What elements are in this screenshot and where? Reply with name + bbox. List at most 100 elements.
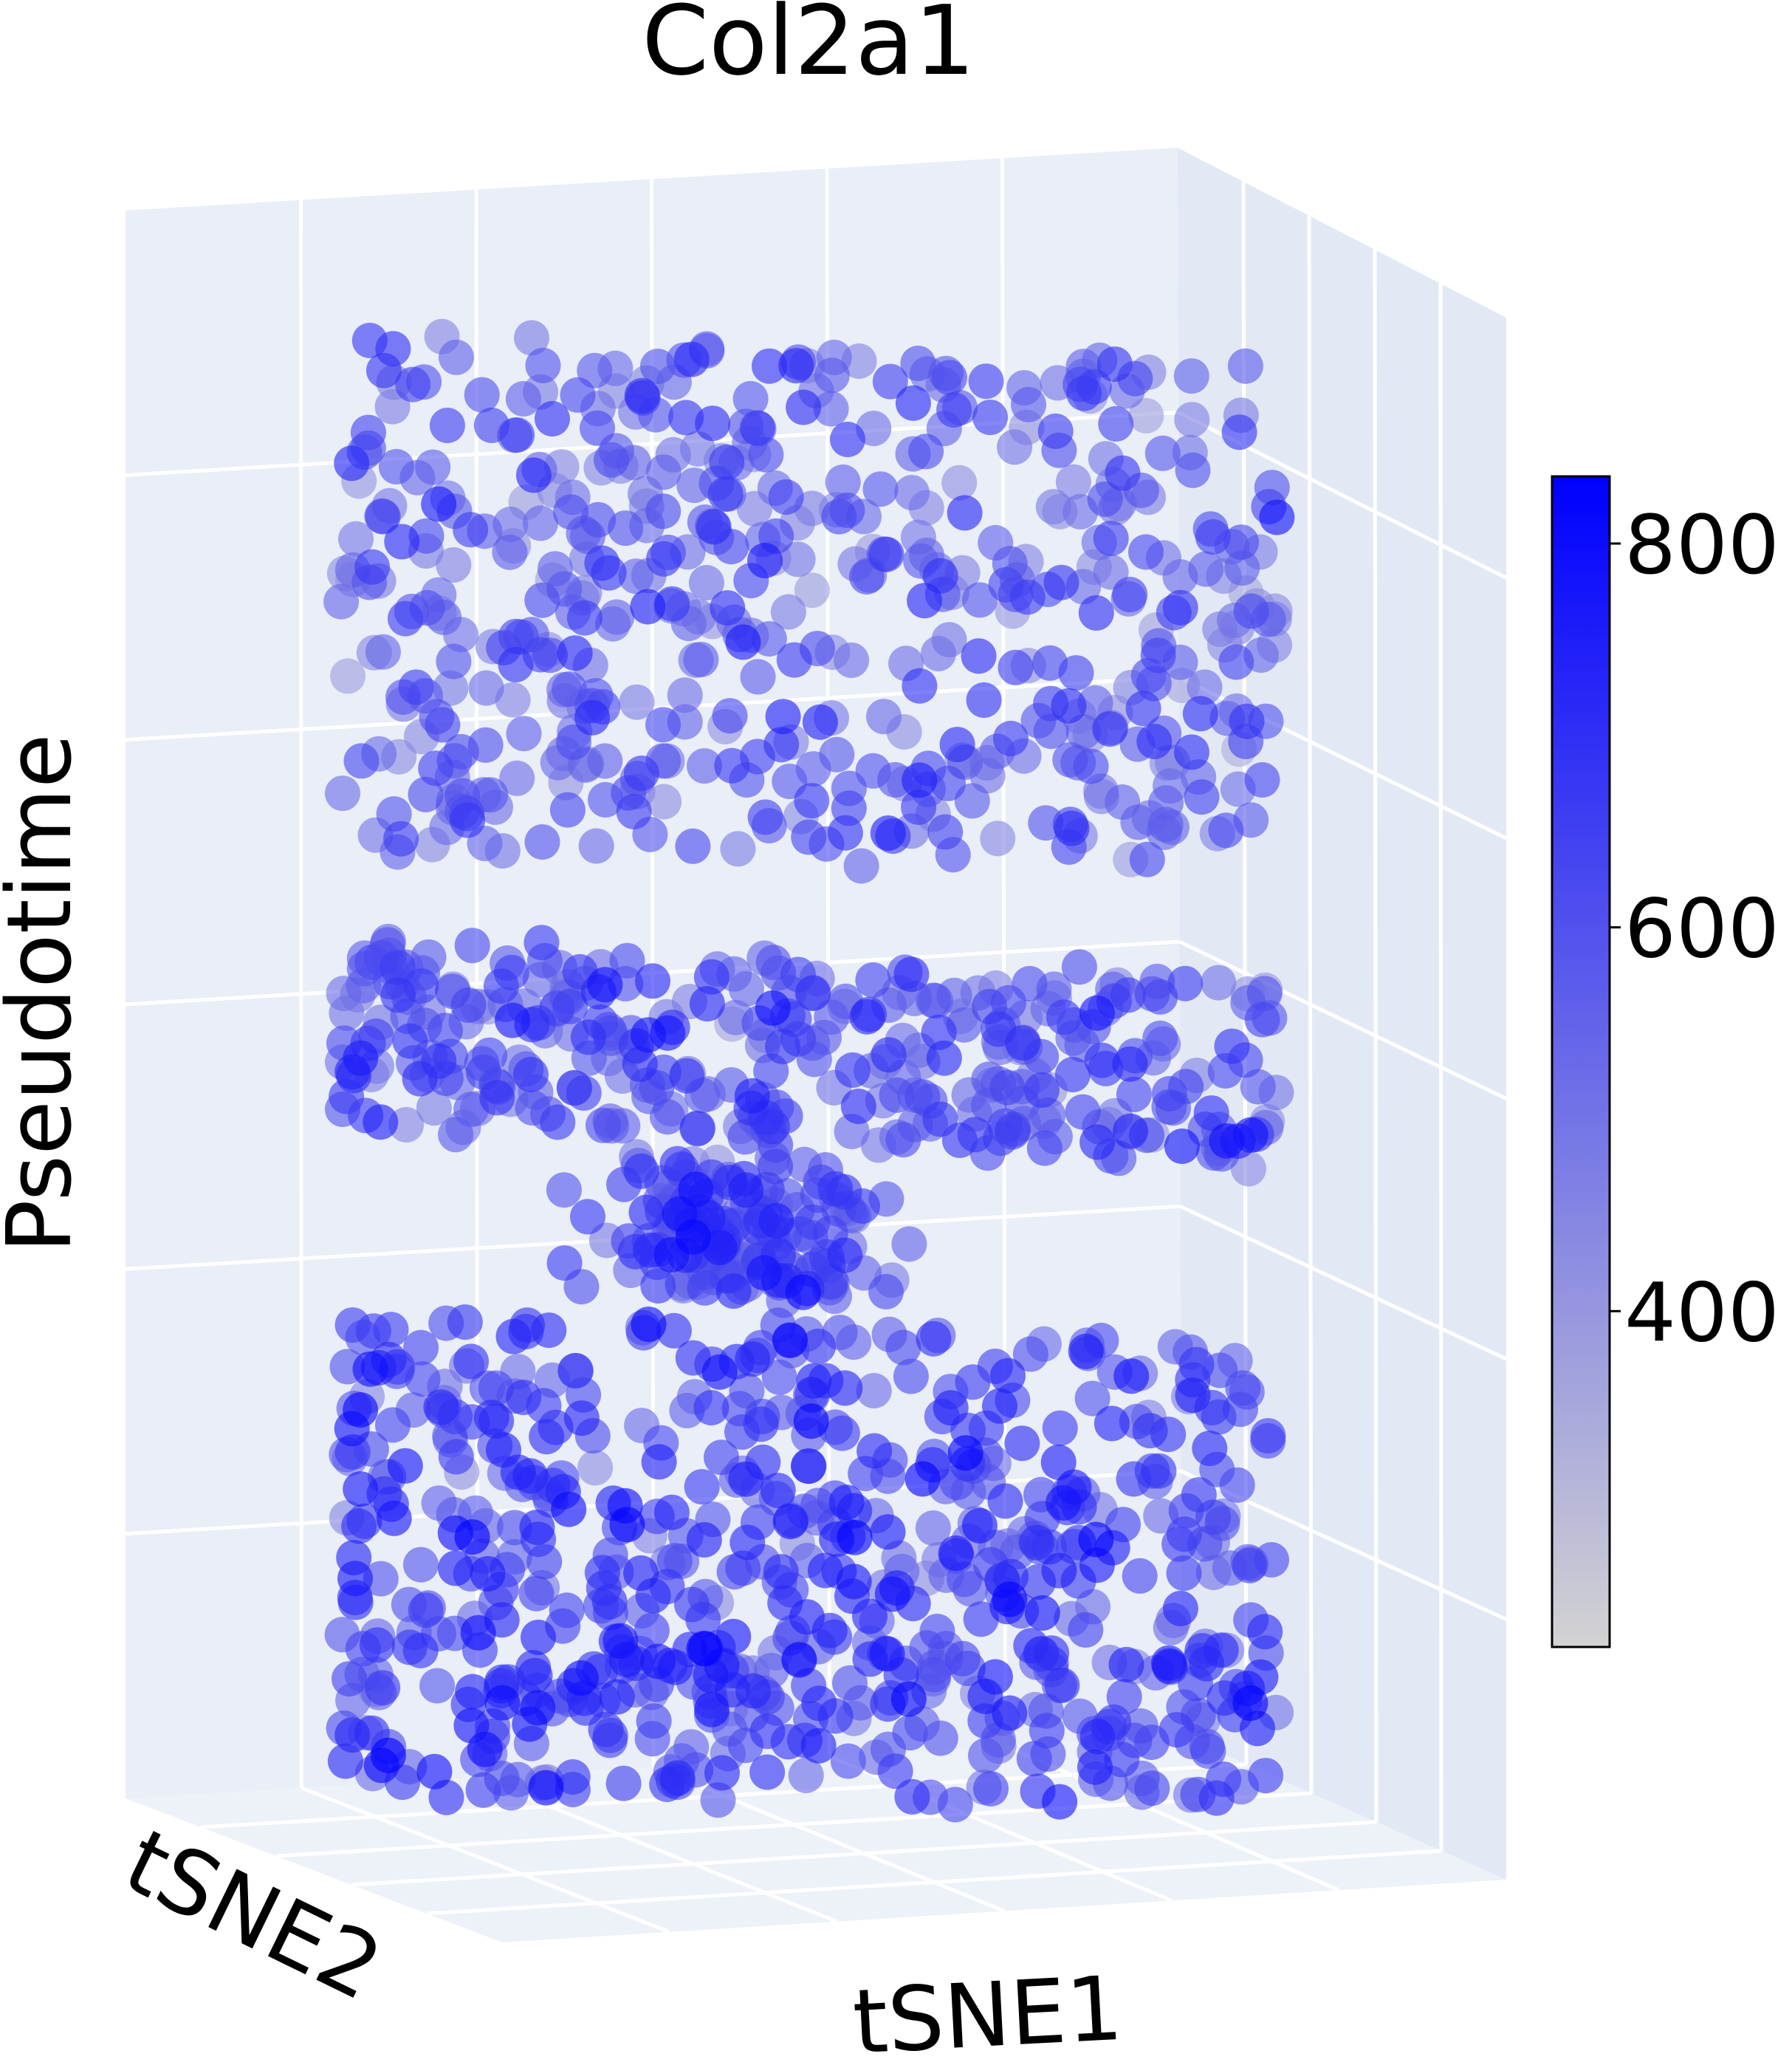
data-point — [794, 1204, 831, 1240]
data-point — [1175, 452, 1211, 488]
data-point — [920, 635, 956, 671]
data-point — [421, 486, 457, 522]
data-point — [890, 1681, 927, 1717]
data-point — [1244, 762, 1280, 798]
data-point — [1094, 1405, 1130, 1442]
data-point — [577, 1450, 614, 1486]
data-point — [765, 1028, 800, 1064]
data-point — [968, 1738, 1003, 1774]
data-point — [453, 1343, 490, 1380]
data-point — [785, 1274, 821, 1310]
data-point — [870, 815, 906, 851]
grid-line-floor — [1004, 1744, 1340, 1892]
data-point — [499, 760, 535, 796]
data-point — [927, 814, 964, 850]
data-point — [1232, 1547, 1268, 1583]
data-point — [1224, 550, 1260, 586]
x-axis-label: tSNE1 — [851, 1958, 1125, 2065]
data-point — [1098, 405, 1134, 442]
data-point — [557, 1352, 594, 1388]
data-point — [1026, 1130, 1063, 1166]
data-point — [1129, 841, 1165, 877]
data-point — [1132, 1413, 1168, 1449]
data-point — [1147, 807, 1184, 843]
data-point — [1158, 1712, 1195, 1748]
data-point — [1112, 1046, 1148, 1082]
data-point — [1184, 779, 1220, 815]
data-point — [1112, 577, 1148, 612]
data-points — [323, 318, 1295, 1823]
data-point — [337, 1561, 373, 1597]
data-point — [551, 1491, 587, 1527]
data-point — [423, 1389, 459, 1425]
data-point — [916, 1657, 952, 1693]
data-point — [1134, 1770, 1170, 1807]
data-point — [862, 471, 899, 507]
data-point — [827, 1370, 863, 1406]
data-point — [849, 999, 885, 1035]
data-point — [521, 1620, 556, 1655]
data-point — [874, 1576, 910, 1612]
data-point — [1142, 1020, 1178, 1056]
data-point — [1136, 724, 1173, 759]
data-point — [987, 1483, 1023, 1519]
data-point — [947, 1435, 983, 1471]
data-point — [1104, 1742, 1140, 1778]
data-point — [746, 1255, 782, 1291]
data-point — [650, 1099, 685, 1135]
data-point — [749, 1754, 786, 1790]
data-point — [760, 1473, 796, 1509]
data-point — [392, 1023, 428, 1059]
data-point — [794, 976, 831, 1011]
data-point — [523, 925, 560, 961]
data-point — [872, 363, 908, 400]
data-point — [1073, 748, 1109, 784]
data-point — [350, 414, 386, 451]
data-point — [1061, 949, 1097, 985]
data-point — [834, 1052, 871, 1088]
data-point — [1043, 564, 1079, 600]
data-point — [467, 1731, 503, 1767]
data-point — [814, 357, 850, 394]
data-point — [668, 400, 704, 436]
data-point — [973, 1771, 1009, 1807]
data-point — [1079, 1124, 1116, 1160]
data-point — [856, 1373, 892, 1408]
data-point — [870, 1514, 906, 1550]
data-point — [1250, 1418, 1286, 1454]
data-point — [1037, 413, 1074, 449]
data-point — [1164, 1129, 1200, 1164]
data-point — [635, 963, 670, 999]
data-point — [1173, 358, 1209, 394]
data-point — [1054, 810, 1090, 846]
data-point — [653, 1494, 690, 1530]
data-point — [659, 1760, 696, 1796]
data-point — [1105, 455, 1141, 491]
data-point — [748, 436, 784, 473]
data-point — [584, 545, 620, 581]
data-point — [332, 1661, 367, 1697]
data-point — [715, 1273, 752, 1309]
data-point — [512, 1057, 549, 1092]
data-point — [483, 968, 519, 1004]
data-point — [855, 753, 891, 789]
data-point — [678, 1171, 714, 1208]
data-point — [1140, 637, 1176, 674]
data-point — [743, 1406, 779, 1442]
data-point — [323, 583, 360, 620]
data-point — [701, 1354, 738, 1390]
data-point — [926, 1040, 962, 1076]
data-point — [1193, 1095, 1229, 1131]
data-point — [1182, 696, 1218, 732]
z-axis-label: Pseudotime — [0, 733, 92, 1253]
data-point — [786, 389, 822, 425]
data-point — [998, 649, 1034, 685]
data-point — [1141, 1453, 1177, 1489]
data-point — [801, 1685, 837, 1722]
data-point — [618, 558, 654, 595]
data-point — [619, 684, 655, 720]
data-point — [1208, 812, 1244, 849]
data-point — [843, 848, 879, 884]
data-point — [800, 1727, 837, 1764]
